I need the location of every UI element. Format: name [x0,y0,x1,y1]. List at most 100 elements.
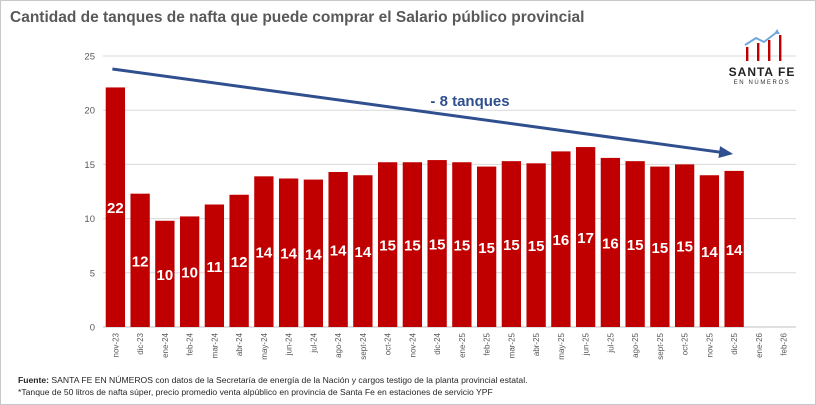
bar [625,161,645,327]
data-label: 15 [478,240,495,257]
x-tick-label: abr-25 [532,332,541,356]
data-label: 14 [726,242,743,259]
data-label: 14 [701,244,718,261]
x-tick-label: ene-26 [755,332,764,357]
bar [476,166,497,327]
bar [402,162,423,327]
bar [377,162,398,327]
trend-arrow-head [718,146,734,159]
data-label: 15 [627,237,644,254]
bar [724,170,744,327]
x-tick-label: feb-26 [780,332,789,355]
data-label: 10 [157,267,174,284]
x-tick-label: nov-25 [705,332,714,357]
santa-fe-logo: SANTA FE EN NÚMEROS [722,28,802,90]
bar [155,220,175,327]
data-label: 16 [602,235,619,252]
x-tick-label: mar-25 [507,332,516,358]
bar [575,147,596,327]
logo-subtitle: EN NÚMEROS [733,80,791,86]
x-tick-label: nov-24 [408,332,417,357]
bar [328,171,348,327]
bar [353,175,373,327]
bar [501,161,522,327]
data-label: 14 [355,244,372,261]
data-label: 15 [429,237,446,254]
data-label: 15 [652,240,669,257]
source-label: Fuente: [18,375,50,385]
x-tick-label: jun-24 [285,332,294,356]
data-label: 15 [503,237,520,254]
y-tick-label: 25 [84,52,95,63]
data-label: 22 [107,200,124,217]
x-tick-label: ago-24 [334,332,343,357]
data-label: 11 [206,259,222,276]
bar [427,160,447,327]
data-label: 14 [305,246,322,263]
bar [600,157,621,327]
data-label: 15 [379,238,396,255]
bar [130,193,150,327]
bar [254,176,274,327]
footnote: *Tanque de 50 litros de nafta súper, pre… [18,387,493,397]
chart-title: Cantidad de tanques de nafta que puede c… [10,9,585,26]
x-tick-label: feb-24 [186,332,195,355]
data-label: 15 [528,238,545,255]
logo-bars-icon [744,29,782,61]
x-tick-label: ago-25 [631,332,640,357]
data-label: 12 [132,253,149,270]
bar [179,216,200,327]
bar [650,166,670,327]
x-tick-label: may-25 [557,332,566,359]
bar [674,164,695,327]
bar [452,162,472,327]
x-tick-label: dic-23 [136,332,145,354]
logo-name: SANTA FE [728,65,796,79]
x-tick-label: dic-24 [433,332,442,354]
y-tick-label: 0 [90,323,95,334]
data-label: 10 [181,265,198,282]
x-tick-label: nov-23 [111,332,120,357]
x-tick-label: oct-24 [384,332,393,355]
trend-arrow-line [112,67,731,156]
y-tick-label: 5 [90,268,95,279]
source-line: Fuente: SANTA FE EN NÚMEROS con datos de… [18,374,528,386]
x-tick-label: feb-25 [483,332,492,355]
bar [303,179,324,327]
data-label: 14 [280,246,297,263]
data-label: 12 [231,254,248,271]
x-tick-label: sept-24 [359,332,368,359]
x-tick-label: ene-25 [458,332,467,357]
bar [229,194,249,327]
footer: Fuente: SANTA FE EN NÚMEROS con datos de… [18,374,528,398]
bar [526,163,546,327]
data-label: 14 [330,242,347,259]
y-tick-label: 10 [84,214,95,225]
x-tick-label: ene-24 [161,332,170,357]
data-label: 17 [577,230,594,247]
data-label: 15 [676,239,693,256]
x-tick-label: mar-24 [210,332,219,358]
y-tick-label: 20 [84,106,95,117]
data-label: 15 [454,238,471,255]
x-tick-label: jun-25 [582,332,591,356]
x-tick-label: dic-25 [730,332,739,354]
bar [204,204,225,327]
bar [278,178,299,327]
source-text: SANTA FE EN NÚMEROS con datos de la Secr… [49,375,528,385]
x-tick-label: oct-25 [681,332,690,355]
y-tick-label: 15 [84,160,95,171]
x-tick-label: jul-25 [606,332,615,353]
trend-label: - 8 tanques [430,93,509,110]
data-label: 15 [404,238,421,255]
x-tick-label: sept-25 [656,332,665,359]
data-label: 14 [256,245,273,262]
bar [551,151,571,327]
x-tick-label: jul-24 [309,332,318,353]
data-label: 16 [553,232,570,249]
x-tick-label: may-24 [260,332,269,359]
x-tick-label: abr-24 [235,332,244,356]
bar [105,87,126,327]
bar [699,175,720,327]
